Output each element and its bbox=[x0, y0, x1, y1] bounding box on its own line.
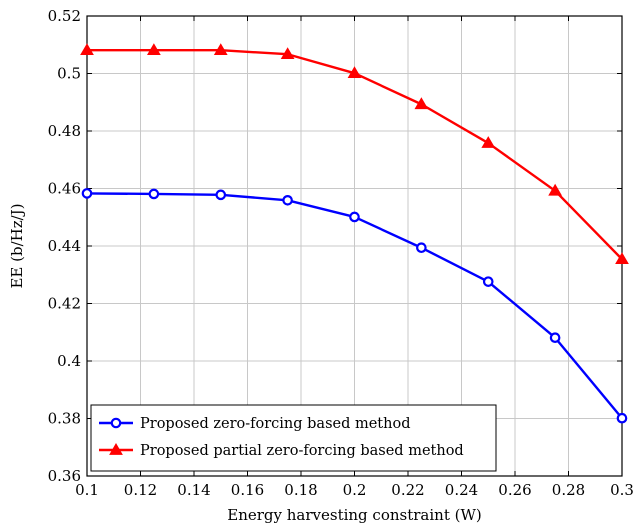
y-tick-label: 0.38 bbox=[48, 410, 81, 428]
data-point-circle bbox=[618, 414, 626, 422]
legend-label: Proposed partial zero-forcing based meth… bbox=[140, 443, 464, 459]
x-axis-label: Energy harvesting constraint (W) bbox=[227, 506, 482, 524]
data-point-circle bbox=[150, 190, 158, 198]
data-point-circle bbox=[551, 334, 559, 342]
y-axis-label: EE (b/Hz/J) bbox=[8, 203, 26, 288]
legend-item: Proposed zero-forcing based method bbox=[99, 416, 411, 432]
data-point-circle bbox=[417, 244, 425, 252]
x-tick-label: 0.3 bbox=[610, 481, 634, 499]
legend: Proposed zero-forcing based method Propos… bbox=[91, 405, 496, 471]
data-point-circle bbox=[350, 213, 358, 221]
y-tick-label: 0.48 bbox=[48, 122, 81, 140]
y-tick-label: 0.42 bbox=[48, 295, 81, 313]
data-point-triangle bbox=[482, 137, 494, 147]
x-tick-label: 0.12 bbox=[124, 481, 157, 499]
x-tick-label: 0.14 bbox=[177, 481, 210, 499]
legend-box bbox=[91, 405, 496, 471]
y-tick-label: 0.36 bbox=[48, 467, 81, 485]
x-tick-label: 0.18 bbox=[284, 481, 317, 499]
y-tick-label: 0.52 bbox=[48, 7, 81, 25]
data-point-circle bbox=[484, 277, 492, 285]
legend-item: Proposed partial zero-forcing based meth… bbox=[99, 443, 464, 459]
legend-marker-circle bbox=[112, 419, 120, 427]
data-point-circle bbox=[83, 189, 91, 197]
y-tick-label: 0.5 bbox=[57, 65, 81, 83]
x-tick-label: 0.26 bbox=[498, 481, 531, 499]
data-point-circle bbox=[217, 191, 225, 199]
x-tick-label: 0.2 bbox=[343, 481, 367, 499]
y-tick-label: 0.46 bbox=[48, 180, 81, 198]
data-point-circle bbox=[283, 196, 291, 204]
x-tick-label: 0.24 bbox=[445, 481, 478, 499]
y-tick-label: 0.4 bbox=[57, 352, 81, 370]
x-tick-label: 0.16 bbox=[231, 481, 264, 499]
x-tick-label: 0.28 bbox=[552, 481, 585, 499]
x-tick-label: 0.22 bbox=[391, 481, 424, 499]
y-tick-label: 0.44 bbox=[48, 237, 81, 255]
legend-label: Proposed zero-forcing based method bbox=[140, 416, 411, 432]
